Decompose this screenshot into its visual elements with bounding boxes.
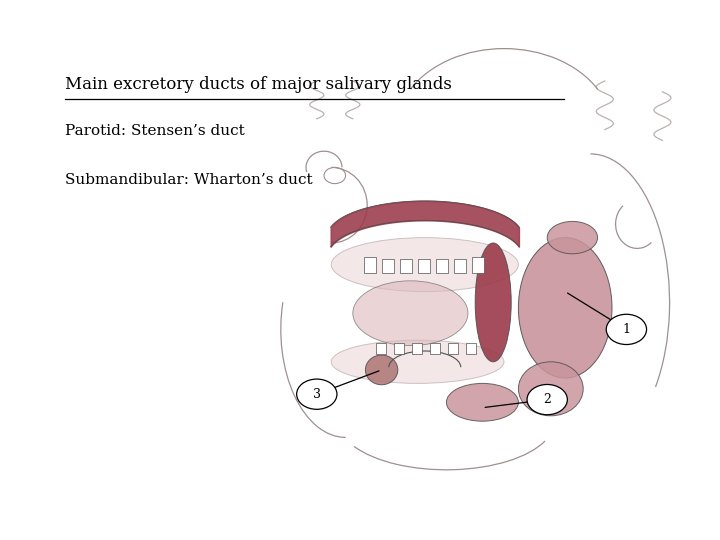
- Bar: [376, 343, 386, 354]
- Bar: [466, 343, 476, 354]
- Ellipse shape: [366, 355, 397, 384]
- Ellipse shape: [518, 238, 612, 378]
- Text: 1: 1: [622, 323, 631, 336]
- Bar: [394, 343, 404, 354]
- Ellipse shape: [518, 362, 583, 416]
- Bar: [436, 259, 448, 273]
- Text: Main excretory ducts of major salivary glands: Main excretory ducts of major salivary g…: [65, 76, 451, 92]
- Ellipse shape: [475, 243, 511, 362]
- Bar: [454, 259, 466, 273]
- Ellipse shape: [547, 221, 598, 254]
- Bar: [412, 343, 422, 354]
- Circle shape: [297, 379, 337, 409]
- Circle shape: [527, 384, 567, 415]
- Ellipse shape: [446, 383, 518, 421]
- Text: Parotid: Stensen’s duct: Parotid: Stensen’s duct: [65, 124, 245, 138]
- Text: 2: 2: [544, 393, 551, 406]
- Bar: [418, 259, 430, 273]
- Ellipse shape: [331, 238, 518, 292]
- Bar: [430, 343, 440, 354]
- Text: 3: 3: [312, 388, 321, 401]
- Bar: [400, 259, 412, 273]
- Ellipse shape: [353, 281, 468, 346]
- Bar: [448, 343, 458, 354]
- Bar: [382, 259, 394, 273]
- Text: Submandibular: Wharton’s duct: Submandibular: Wharton’s duct: [65, 173, 312, 187]
- Bar: [472, 256, 484, 273]
- Ellipse shape: [331, 340, 504, 383]
- Bar: [364, 256, 376, 273]
- Circle shape: [606, 314, 647, 345]
